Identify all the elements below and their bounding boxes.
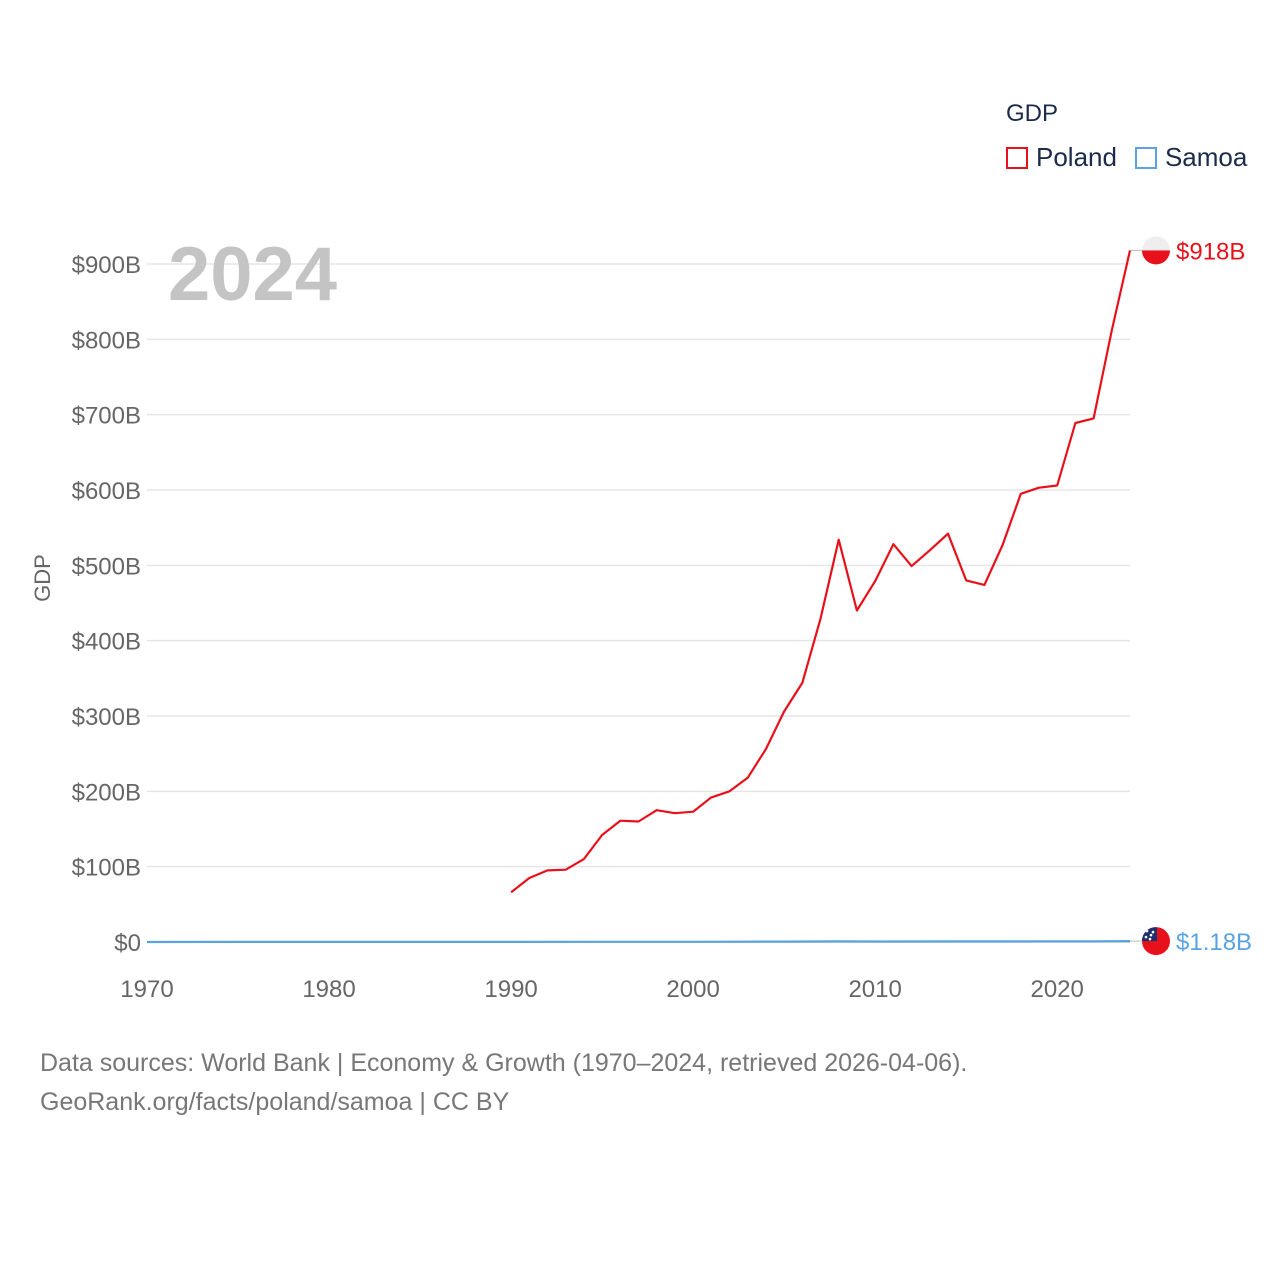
year-label: 2024 <box>168 232 337 317</box>
y-tick-label: $600B <box>72 478 141 505</box>
legend-swatch-poland <box>1006 146 1028 169</box>
x-tick-label: 2010 <box>848 976 901 1003</box>
x-tick-label: 2020 <box>1030 976 1083 1003</box>
sources-line-2[interactable]: GeoRank.org/facts/poland/samoa | CC BY <box>40 1088 510 1116</box>
legend-item-poland[interactable]: Poland <box>1006 142 1117 173</box>
endpoint-value-label: $918B <box>1176 238 1245 265</box>
y-axis-title: GDP <box>30 554 55 602</box>
x-tick-label: 1990 <box>484 976 537 1003</box>
x-tick-label: 1970 <box>120 976 173 1003</box>
legend-label-samoa: Samoa <box>1164 142 1248 172</box>
y-tick-label: $400B <box>72 629 141 656</box>
legend-title: GDP <box>1006 100 1059 127</box>
samoa-flag-icon <box>1142 927 1170 956</box>
legend-swatch-samoa <box>1134 146 1157 169</box>
endpoints: $918B $1.18B <box>1130 236 1252 956</box>
y-tick-label: $700B <box>72 403 141 430</box>
sources-line-1: Data sources: World Bank | Economy & Gro… <box>40 1049 968 1077</box>
gridlines <box>147 263 1130 943</box>
y-tick-label: $0 <box>114 930 141 957</box>
y-tick-label: $300B <box>72 704 141 731</box>
legend-item-samoa[interactable]: Samoa <box>1134 142 1248 173</box>
y-tick-label: $800B <box>72 327 141 354</box>
x-tick-label: 1980 <box>302 976 355 1003</box>
y-tick-label: $900B <box>72 252 141 279</box>
legend: Poland Samoa <box>1006 142 1265 173</box>
axes: $0 $100B $200B $300B $400B $500B $600B $700B $80… <box>72 252 1130 1003</box>
poland-flag-icon <box>1142 236 1170 265</box>
series-line-poland <box>510 250 1132 894</box>
series <box>146 250 1132 944</box>
y-tick-label: $500B <box>72 553 141 580</box>
data-sources: Data sources: World Bank | Economy & Gro… <box>40 1044 967 1122</box>
x-tick-label: 2000 <box>666 976 719 1003</box>
legend-label-poland: Poland <box>1036 142 1117 172</box>
y-tick-label: $200B <box>72 779 141 806</box>
series-line-samoa <box>146 939 1131 944</box>
y-tick-label: $100B <box>72 855 141 882</box>
endpoint-value-label: $1.18B <box>1176 929 1252 956</box>
